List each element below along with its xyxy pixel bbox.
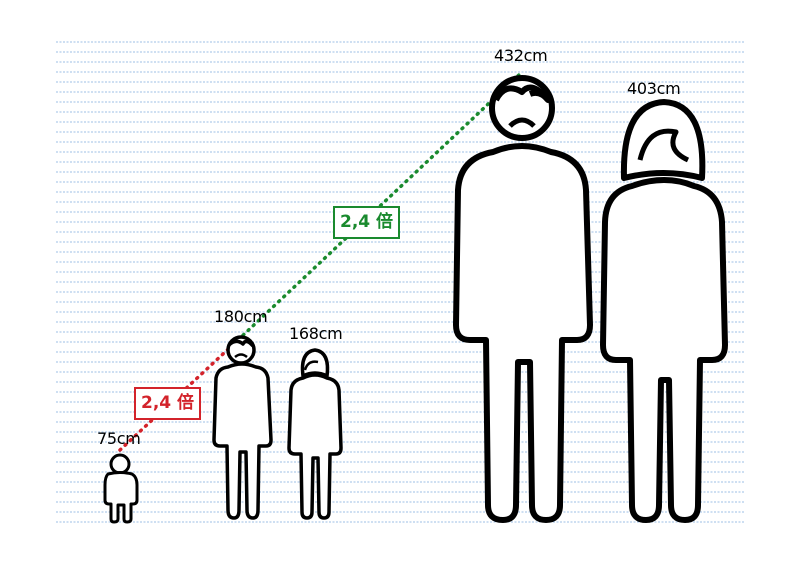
ratio-connector-green [236, 72, 522, 342]
ratio-badge-green: 2,4 倍 [333, 206, 401, 239]
child-figure-icon [103, 453, 139, 524]
giant-woman-figure-icon [600, 99, 728, 523]
man-figure-icon [212, 335, 273, 520]
height-label-woman: 168cm [289, 324, 343, 343]
ratio-connector-red [118, 338, 240, 452]
height-label-man: 180cm [214, 307, 268, 326]
ratio-badge-red: 2,4 倍 [134, 387, 202, 420]
height-label-giant-man: 432cm [494, 46, 548, 65]
height-label-giant-woman: 403cm [627, 79, 681, 98]
woman-figure-icon [287, 348, 343, 520]
height-label-child: 75cm [97, 429, 141, 448]
giant-man-figure-icon [453, 75, 593, 523]
ruled-lines [56, 41, 744, 523]
